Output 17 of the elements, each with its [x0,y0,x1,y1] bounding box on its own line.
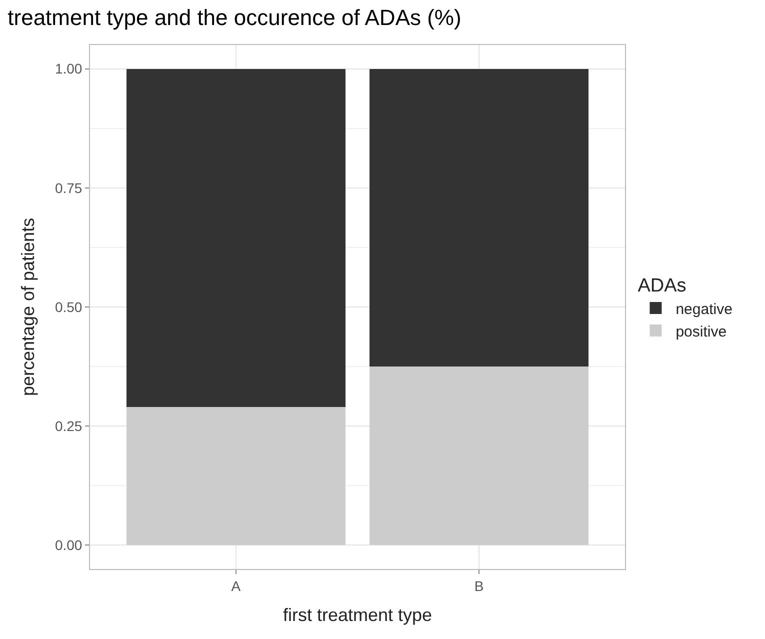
bar [126,407,346,546]
x-tick-label: A [231,578,242,594]
legend-label: positive [676,323,727,340]
y-tick-label: 1.00 [54,60,82,77]
y-tick-label: 0.75 [54,180,82,196]
legend-title: ADAs [638,276,686,297]
bar [370,68,589,367]
y-tick-label: 0.00 [54,537,82,554]
bar [370,366,589,546]
bar [126,68,346,408]
legend-label: negative [676,300,732,318]
chart-title: treatment type and the occurence of ADAs (%) [8,4,462,30]
x-tick-label: B [474,578,484,594]
y-axis-title: percentage of patients [18,218,38,396]
y-tick-label: 0.25 [54,418,82,434]
x-axis-title: first treatment type [282,604,432,625]
y-tick-label: 0.50 [54,298,82,315]
